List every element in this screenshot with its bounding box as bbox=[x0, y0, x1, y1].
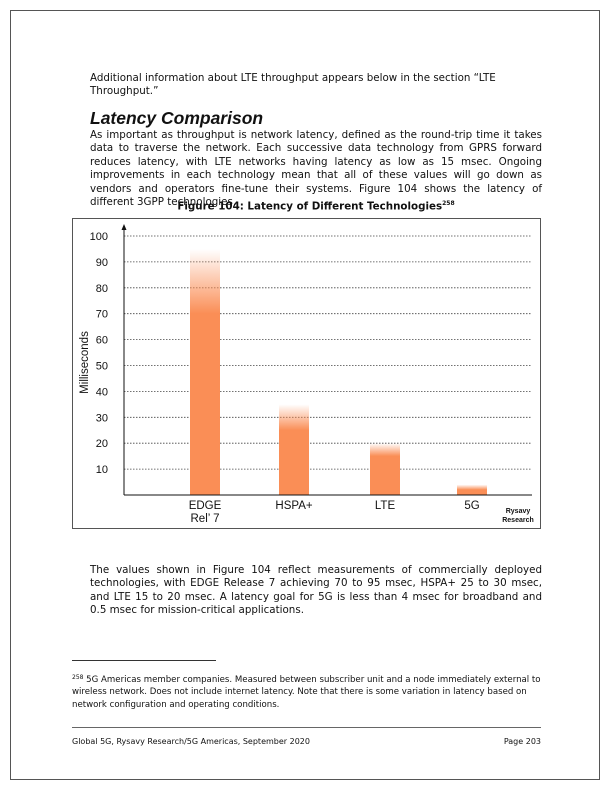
chart-axes bbox=[121, 224, 532, 496]
footnote: 258 5G Americas member companies. Measur… bbox=[72, 672, 542, 711]
latency-chart: 10 20 30 40 50 60 70 80 90 100 Milliseconds EDGERel… bbox=[72, 218, 541, 529]
figure-footnote-ref: 258 bbox=[442, 200, 455, 207]
figure-title: Figure 104: Latency of Different Technol… bbox=[90, 200, 542, 212]
y-tick-label: 60 bbox=[96, 335, 108, 347]
section-heading: Latency Comparison bbox=[90, 108, 264, 128]
bar bbox=[370, 443, 400, 495]
after-paragraph: The values shown in Figure 104 reflect m… bbox=[90, 564, 542, 617]
x-tick-label: Rel’ 7 bbox=[191, 513, 220, 525]
figure-title-text: Figure 104: Latency of Different Technol… bbox=[177, 200, 443, 213]
y-tick-label: 80 bbox=[96, 283, 108, 295]
body-paragraph: As important as throughput is network la… bbox=[90, 129, 542, 209]
y-tick-label: 40 bbox=[96, 386, 108, 398]
y-tick-label: 20 bbox=[96, 438, 108, 450]
y-tick-label: 30 bbox=[96, 412, 108, 424]
y-tick-label: 100 bbox=[90, 231, 108, 243]
source-label: Research bbox=[502, 517, 534, 524]
chart-bars bbox=[190, 248, 487, 495]
y-tick-label: 50 bbox=[96, 361, 108, 373]
x-tick-label: LTE bbox=[375, 500, 396, 512]
footnote-rule bbox=[72, 660, 216, 661]
footer-rule bbox=[72, 727, 541, 728]
y-axis-arrow bbox=[121, 224, 127, 230]
footer-page-number: Page 203 bbox=[503, 737, 541, 746]
footer-left: Global 5G, Rysavy Research/5G Americas, … bbox=[72, 737, 310, 746]
y-axis-label: Milliseconds bbox=[79, 331, 91, 394]
footnote-text: 5G Americas member companies. Measured b… bbox=[72, 675, 541, 710]
y-tick-label: 10 bbox=[96, 464, 108, 476]
bar bbox=[190, 248, 220, 495]
x-tick-label: HSPA+ bbox=[275, 500, 312, 512]
source-label: Rysavy bbox=[506, 508, 531, 515]
page-border bbox=[10, 10, 600, 780]
intro-paragraph: Additional information about LTE through… bbox=[90, 72, 496, 98]
bar bbox=[457, 484, 487, 495]
footnote-number: 258 bbox=[72, 674, 84, 681]
bar bbox=[279, 404, 309, 495]
y-tick-label: 70 bbox=[96, 309, 108, 321]
chart-labels: 10 20 30 40 50 60 70 80 90 100 Milliseconds EDGERel… bbox=[79, 231, 534, 525]
y-tick-label: 90 bbox=[96, 257, 108, 269]
chart-grid bbox=[124, 235, 532, 470]
x-tick-label: EDGE bbox=[189, 500, 222, 512]
x-tick-label: 5G bbox=[464, 500, 479, 512]
